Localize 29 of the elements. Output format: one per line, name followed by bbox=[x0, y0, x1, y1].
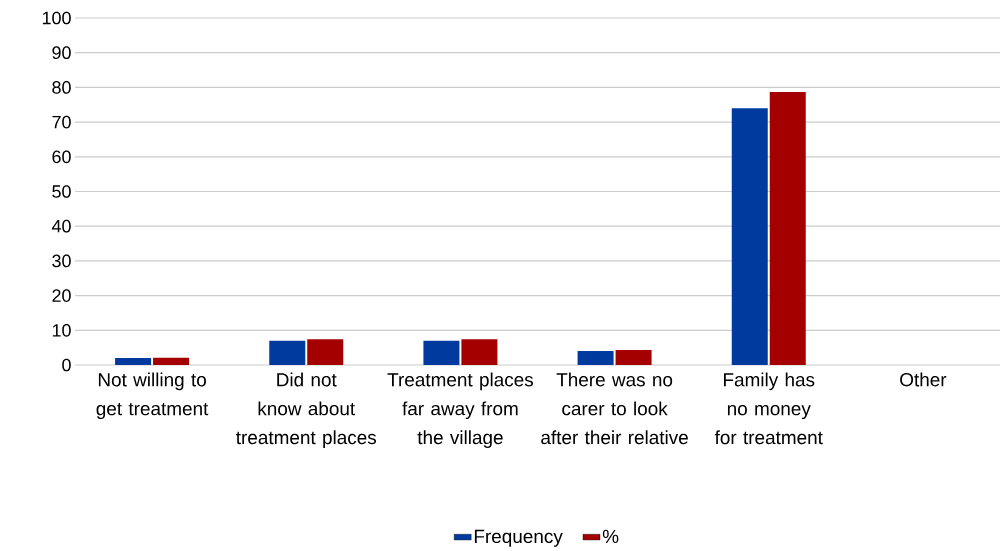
bar bbox=[115, 358, 152, 365]
x-tick-label: Did not know about treatment places bbox=[236, 372, 377, 448]
y-tick-label: 10 bbox=[52, 323, 71, 337]
x-tick-label: Other bbox=[900, 372, 947, 387]
y-tick-label: 40 bbox=[51, 219, 71, 233]
y-tick-label: 60 bbox=[52, 150, 71, 164]
y-tick-label: 20 bbox=[52, 289, 71, 302]
x-tick-label: Family has no money for treatment bbox=[714, 372, 823, 445]
bar bbox=[153, 357, 190, 365]
legend-label: Frequency bbox=[474, 529, 563, 547]
bar bbox=[269, 340, 306, 365]
y-tick-label: 0 bbox=[62, 358, 71, 372]
bar bbox=[423, 340, 460, 365]
x-tick-label: Not willing to get treatment bbox=[96, 372, 209, 420]
bar bbox=[769, 91, 806, 365]
x-tick-label: Treatment places far away from the village bbox=[387, 372, 534, 448]
y-tick-label: 30 bbox=[52, 254, 71, 268]
x-tick-label: There was no carer to look after their relative bbox=[541, 372, 688, 445]
bar bbox=[307, 339, 344, 365]
y-tick-label: 50 bbox=[52, 185, 71, 198]
y-tick-label: 80 bbox=[52, 81, 71, 94]
y-tick-label: 90 bbox=[52, 46, 71, 60]
y-tick-label: 70 bbox=[52, 115, 71, 129]
bar bbox=[615, 350, 652, 365]
bar bbox=[577, 351, 614, 365]
legend-label: % bbox=[602, 529, 619, 544]
bar bbox=[461, 339, 498, 365]
bar bbox=[731, 108, 768, 365]
y-tick-label: 100 bbox=[42, 11, 71, 25]
